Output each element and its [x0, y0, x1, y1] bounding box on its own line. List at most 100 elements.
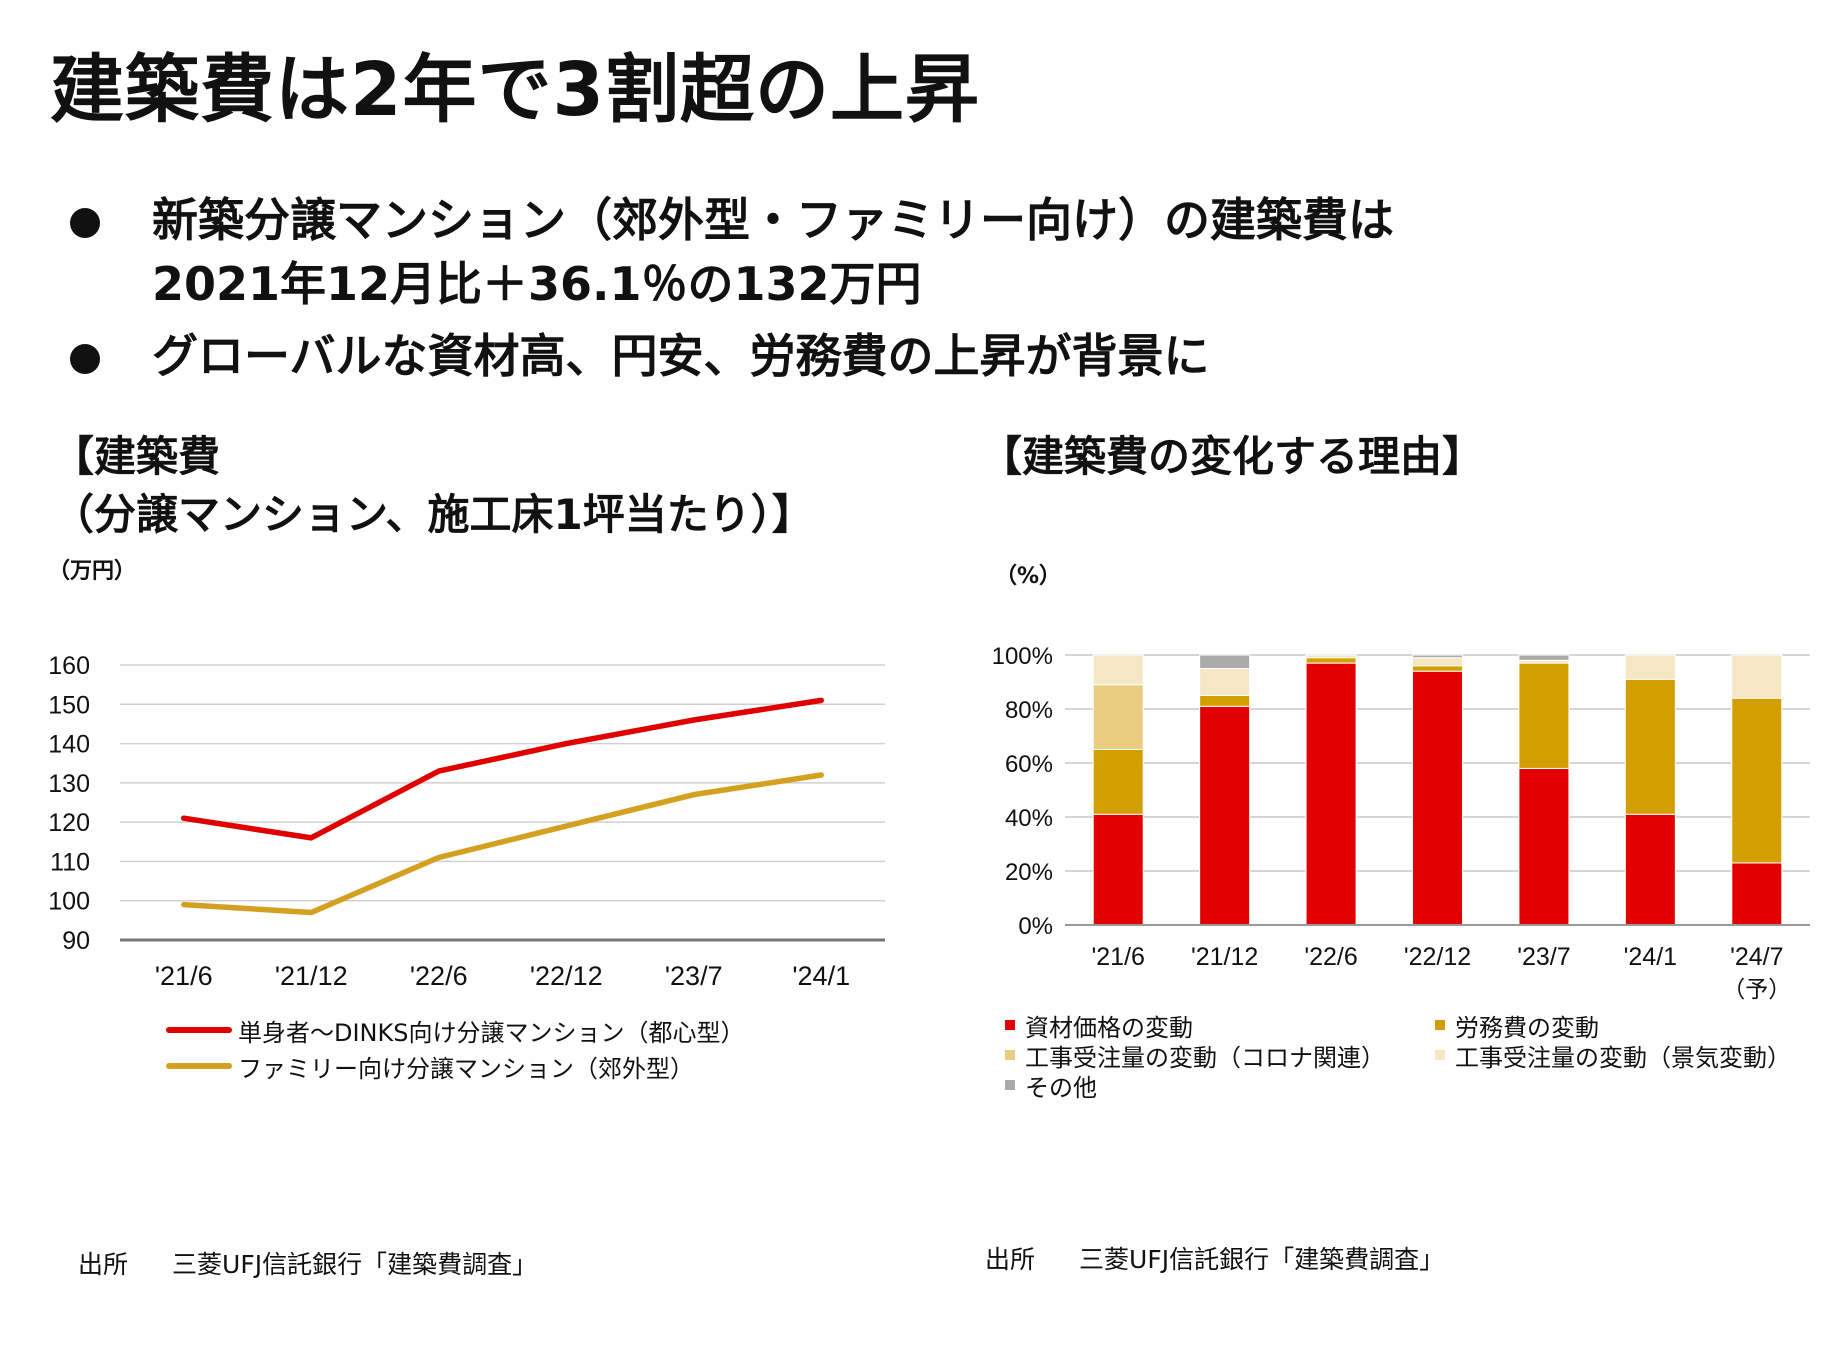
- bar-segment-2: [1199, 695, 1251, 707]
- line-chart-unit: （万円）: [48, 559, 137, 584]
- forecast-note: （予）: [1722, 976, 1791, 1002]
- bar-segment-2: [1624, 678, 1676, 815]
- bar-segment-4: [1412, 657, 1463, 667]
- legend-line-gold: [166, 1063, 232, 1069]
- x-tick-label: '24/7: [1730, 943, 1783, 971]
- bullet-1-line-1: 新築分譲マンション（郊外型・ファミリー向け）の建築費は: [152, 193, 1394, 247]
- bar-segment-5: [1518, 654, 1570, 661]
- bar-segment-1: [1518, 767, 1570, 926]
- series-line-2: [181, 772, 824, 916]
- legend-label: 工事受注量の変動（コロナ関連）: [1025, 1043, 1385, 1072]
- bullet-dot-icon: [70, 208, 100, 238]
- x-tick-label: '21/12: [1191, 943, 1258, 971]
- legend-item: 工事受注量の変動（景気変動）: [1435, 1040, 1835, 1072]
- bar-segment-2: [1518, 662, 1570, 769]
- legend-swatch: [1005, 1020, 1015, 1030]
- legend-item: 工事受注量の変動（コロナ関連）: [1005, 1040, 1435, 1072]
- bar-segment-5: [1412, 654, 1463, 659]
- y-tick-label: 80%: [1005, 697, 1053, 724]
- bar-segment-1: [1199, 705, 1251, 926]
- bullet-list: 新築分譲マンション（郊外型・ファミリー向け）の建築費は 2021年12月比＋36…: [70, 188, 1394, 388]
- x-tick-label: '22/6: [1304, 943, 1357, 971]
- stacked-bar-chart: 0% 20% 40% 60% 80% 100% '21/6 '21/12 '22/6 '22/12…: [992, 643, 1810, 1002]
- bullet-item: 新築分譲マンション（郊外型・ファミリー向け）の建築費は 2021年12月比＋36…: [70, 188, 1394, 316]
- bar-chart-source: 出所 三菱UFJ信託銀行「建築費調査」: [985, 1240, 1444, 1276]
- x-tick-label: '23/7: [1517, 943, 1570, 971]
- bullet-dot-icon: [70, 344, 100, 374]
- legend-swatch: [1005, 1050, 1015, 1060]
- x-tick-label: '24/1: [1624, 943, 1677, 971]
- bar-chart-legend: 資材価格の変動 労務費の変動工事受注量の変動（コロナ関連） 工事受注量の変動（景気変…: [1005, 1010, 1835, 1102]
- series-line-1: [181, 697, 824, 841]
- y-tick-label: 90: [62, 927, 90, 955]
- bar-segment-4: [1305, 654, 1357, 659]
- bar-segment-2: [1092, 749, 1144, 815]
- y-tick-label: 100: [48, 888, 90, 916]
- bar-chart-unit: （%）: [995, 564, 1062, 589]
- source-label: 出所: [985, 1245, 1036, 1274]
- legend-item: その他: [1005, 1070, 1435, 1102]
- source-text: 三菱UFJ信託銀行「建築費調査」: [1079, 1245, 1445, 1274]
- bar-chart-legend-grid: 資材価格の変動 労務費の変動工事受注量の変動（コロナ関連） 工事受注量の変動（景気変…: [1005, 1010, 1835, 1102]
- bar-segment-1: [1092, 813, 1144, 926]
- bar-segment-3: [1092, 684, 1144, 751]
- line-chart-title-line-1: 【建築費: [52, 432, 221, 481]
- legend-item: 労務費の変動: [1435, 1010, 1835, 1042]
- x-tick-label: '24/1: [792, 961, 850, 991]
- legend-item: 資材価格の変動: [1005, 1010, 1435, 1042]
- legend-swatch: [1005, 1080, 1015, 1090]
- bullet-2-line-1: グローバルな資材高、円安、労務費の上昇が背景に: [152, 329, 1210, 383]
- y-tick-label: 110: [50, 848, 90, 876]
- bar-segment-2: [1305, 657, 1357, 664]
- x-tick-label: '21/12: [275, 961, 348, 991]
- y-tick-label: 160: [48, 652, 90, 680]
- bar-segment-4: [1731, 654, 1783, 699]
- legend-line-red: [166, 1027, 232, 1033]
- bar-segment-2: [1412, 665, 1463, 672]
- x-tick-label: '22/12: [530, 961, 603, 991]
- y-tick-label: 100%: [992, 643, 1053, 670]
- bar-segment-5: [1199, 654, 1251, 669]
- bullet-item: グローバルな資材高、円安、労務費の上昇が背景に: [70, 324, 1394, 388]
- x-tick-label: '23/7: [665, 961, 723, 991]
- bar-segment-4: [1092, 654, 1144, 686]
- y-tick-label: 120: [48, 809, 90, 837]
- y-tick-label: 0%: [1018, 913, 1053, 940]
- x-tick-label: '21/6: [155, 961, 213, 991]
- x-tick-label: '22/6: [410, 961, 468, 991]
- bar-segment-1: [1305, 662, 1357, 926]
- legend-label: 資材価格の変動: [1025, 1013, 1193, 1042]
- bar-chart-title: 【建築費の変化する理由】: [980, 432, 1485, 481]
- bar-segment-1: [1412, 670, 1463, 926]
- line-chart-title: 【建築費 （分譲マンション、施工床1坪当たり）】: [52, 428, 814, 544]
- line-chart-title-line-2: （分譲マンション、施工床1坪当たり）】: [52, 490, 814, 539]
- legend-item-series-1: 単身者～DINKS向け分譲マンション（都心型）: [166, 1012, 744, 1048]
- legend-label: その他: [1025, 1073, 1097, 1102]
- y-tick-label: 130: [48, 770, 90, 798]
- legend-label: 工事受注量の変動（景気変動）: [1455, 1043, 1791, 1072]
- bar-segment-1: [1624, 813, 1676, 926]
- y-tick-label: 150: [48, 691, 90, 719]
- line-chart-source: 出所 三菱UFJ信託銀行「建築費調査」: [78, 1245, 537, 1281]
- y-tick-label: 40%: [1005, 805, 1053, 832]
- legend-label-series-1: 単身者～DINKS向け分譲マンション（都心型）: [238, 1018, 745, 1047]
- y-tick-label: 60%: [1005, 751, 1053, 778]
- legend-swatch: [1435, 1020, 1445, 1030]
- x-tick-label: '22/12: [1404, 943, 1471, 971]
- bar-segment-1: [1731, 862, 1783, 926]
- legend-swatch: [1435, 1050, 1445, 1060]
- x-tick-label: '21/6: [1091, 943, 1144, 971]
- legend-label-series-2: ファミリー向け分譲マンション（郊外型）: [238, 1054, 694, 1083]
- page-title: 建築費は2年で3割超の上昇: [50, 47, 980, 133]
- line-chart-legend: 単身者～DINKS向け分譲マンション（都心型） ファミリー向け分譲マンション（郊…: [166, 1012, 744, 1084]
- y-tick-label: 140: [48, 731, 90, 759]
- y-tick-label: 20%: [1005, 859, 1053, 886]
- bar-segment-4: [1199, 668, 1251, 696]
- legend-label: 労務費の変動: [1455, 1013, 1599, 1042]
- bullet-1-line-2: 2021年12月比＋36.1％の132万円: [152, 257, 922, 311]
- source-label: 出所: [78, 1250, 129, 1279]
- source-text: 三菱UFJ信託銀行「建築費調査」: [172, 1250, 538, 1279]
- line-chart: 90 100 110 120 130 140 150 160 '21/6 '21/12 '22/6 '…: [48, 652, 885, 991]
- legend-item-series-2: ファミリー向け分譲マンション（郊外型）: [166, 1048, 744, 1084]
- bar-segment-2: [1731, 697, 1783, 864]
